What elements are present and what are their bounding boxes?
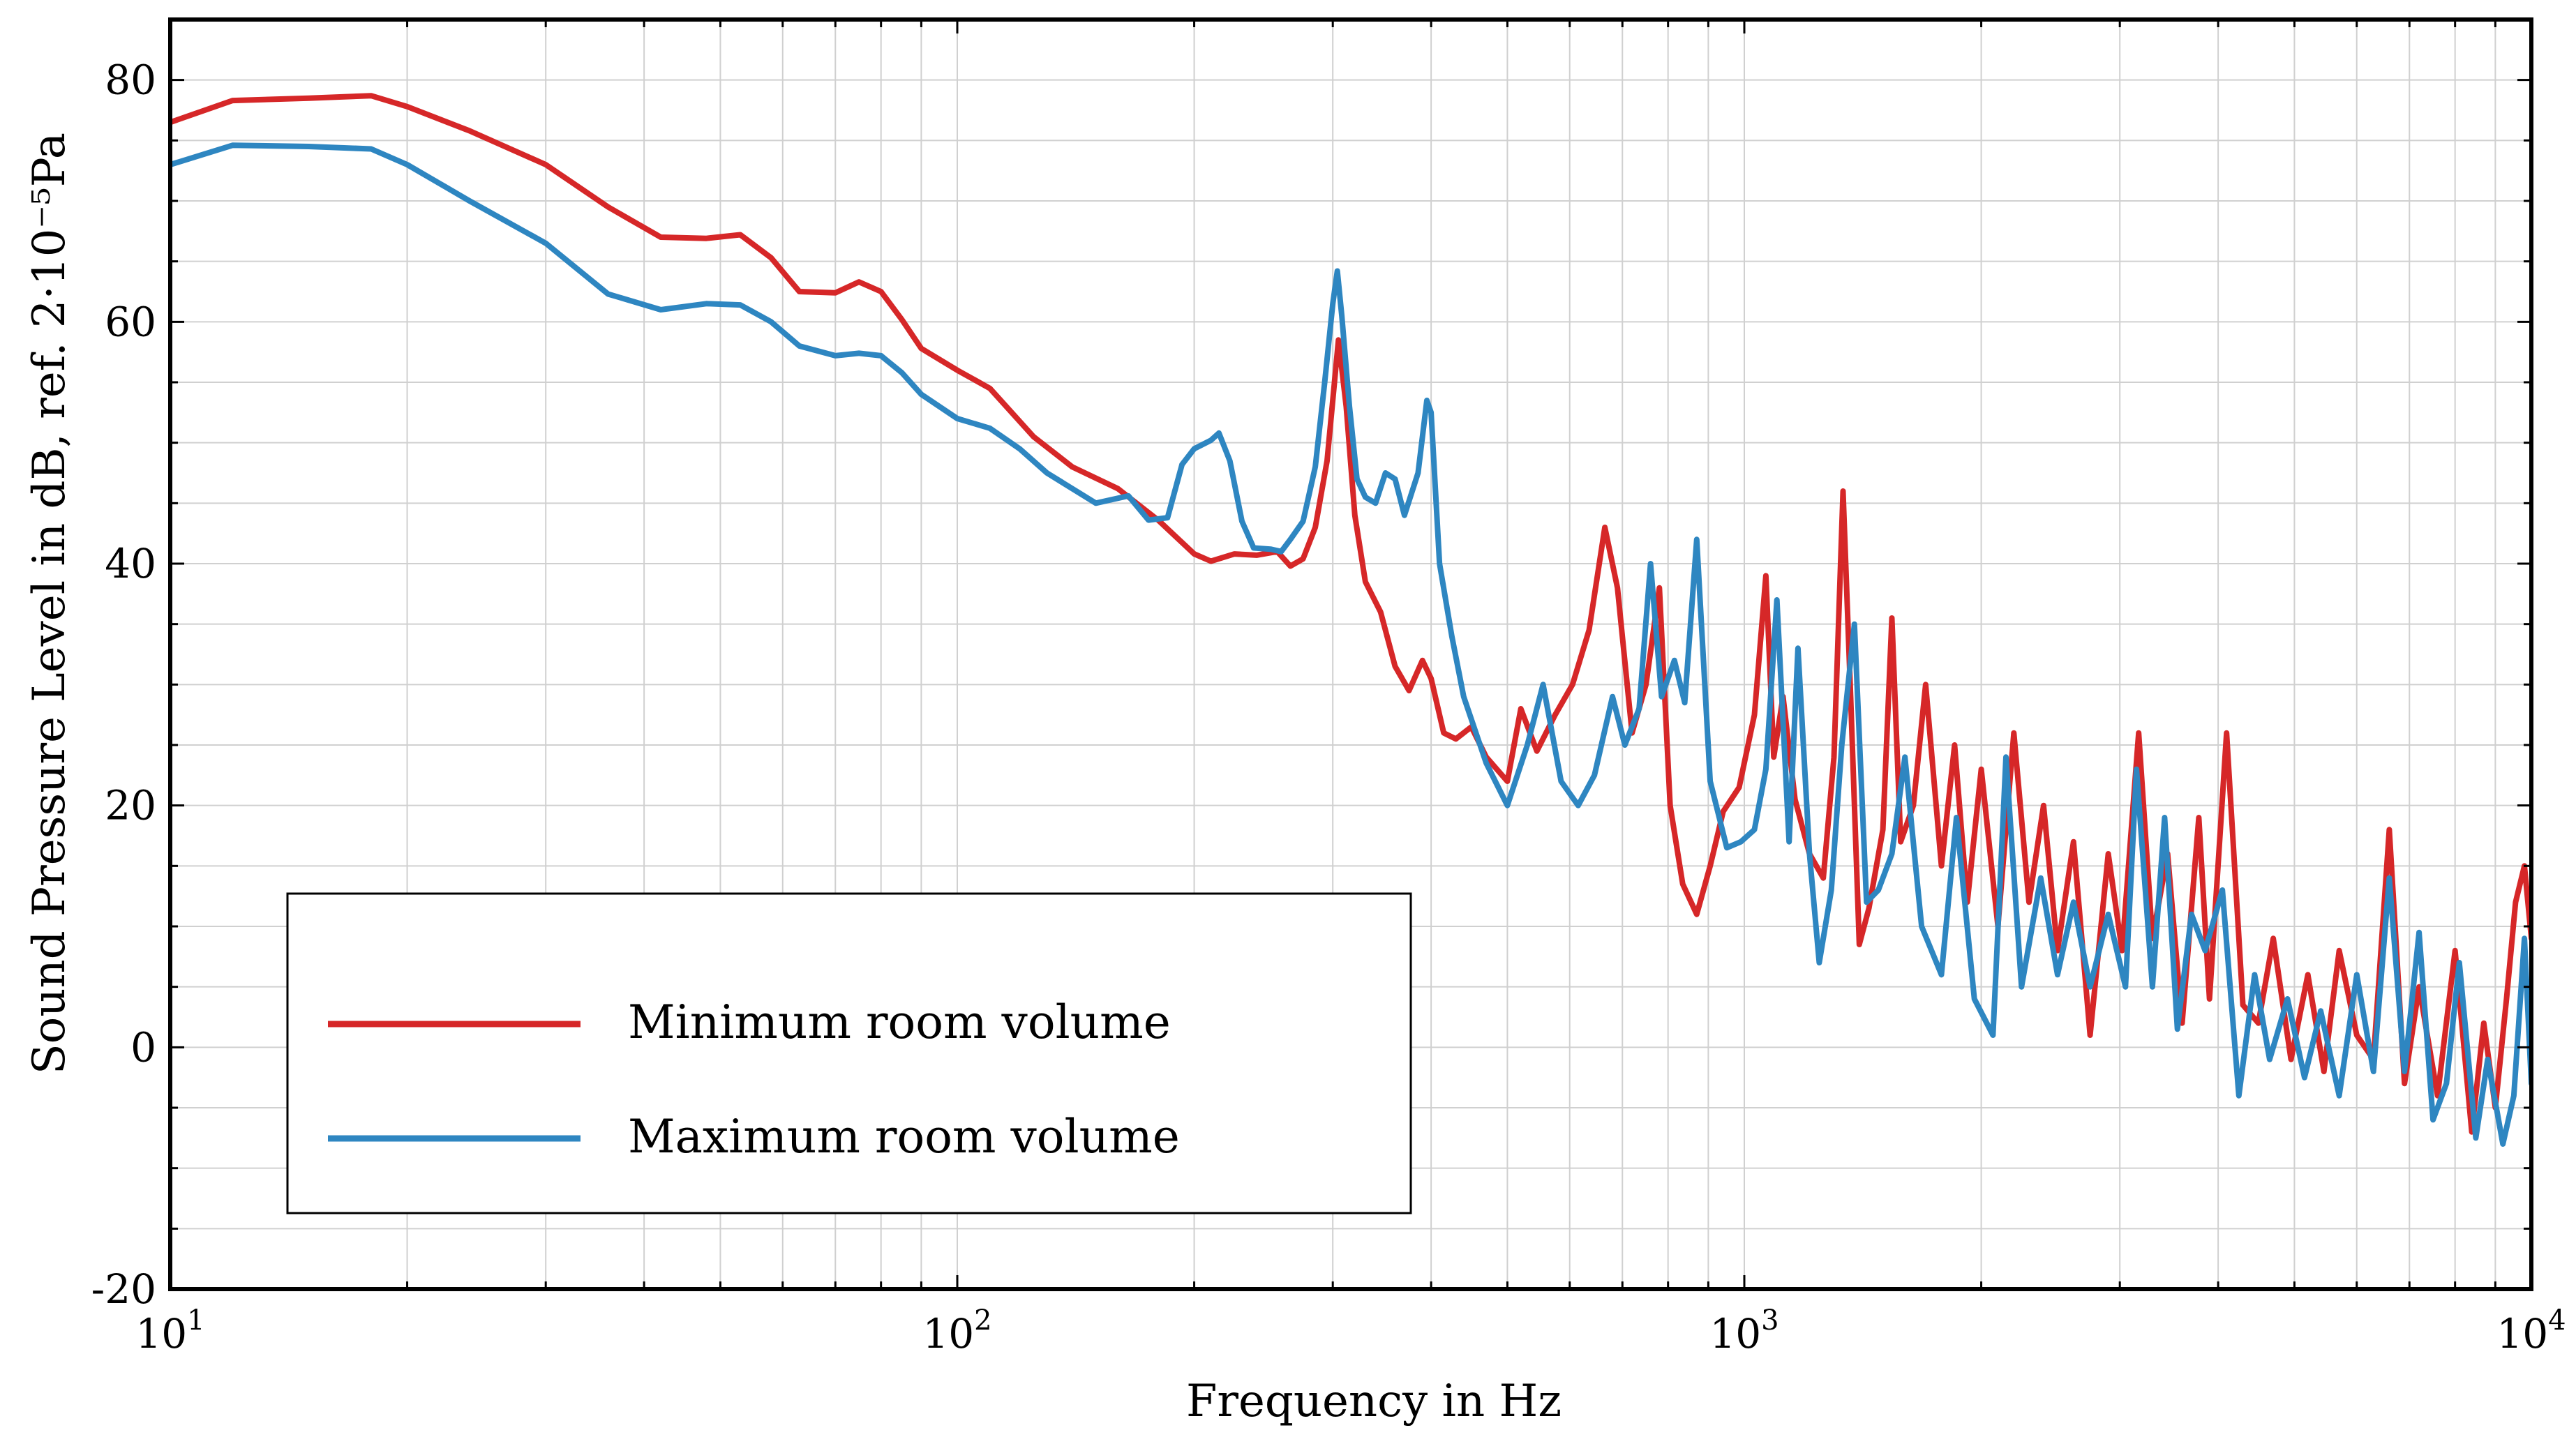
x-tick-label: 101 bbox=[135, 1304, 204, 1357]
y-tick-label: 60 bbox=[105, 298, 156, 345]
x-axis-label: Frequency in Hz bbox=[1186, 1376, 1562, 1427]
y-tick-label: 80 bbox=[105, 57, 156, 104]
y-tick-label: 40 bbox=[105, 540, 156, 587]
legend-label-max: Maximum room volume bbox=[628, 1110, 1180, 1164]
y-tick-labels: -20 0 20 40 60 80 bbox=[91, 57, 156, 1313]
series-layer bbox=[170, 93, 2531, 1147]
y-axis-label: Sound Pressure Level in dB, ref. 2·10⁻⁵P… bbox=[24, 133, 75, 1074]
legend-label-min: Minimum room volume bbox=[628, 995, 1171, 1049]
y-tick-label: 0 bbox=[130, 1023, 156, 1071]
x-tick-label: 104 bbox=[2496, 1304, 2566, 1357]
x-tick-labels: 101 102 103 104 bbox=[135, 1304, 2566, 1357]
y-tick-label: 20 bbox=[105, 782, 156, 829]
series-line-minimum-room-volume bbox=[170, 93, 2531, 1135]
grid-lines bbox=[170, 20, 2531, 1289]
plot-frame bbox=[168, 17, 2533, 1291]
series-line-maximum-room-volume bbox=[170, 142, 2531, 1147]
legend: Minimum room volume Maximum room volume bbox=[286, 892, 1412, 1214]
y-tick-label: -20 bbox=[91, 1265, 156, 1313]
x-tick-label: 103 bbox=[1709, 1304, 1779, 1357]
axis-ticks bbox=[170, 20, 2531, 1289]
legend-box bbox=[286, 892, 1412, 1214]
x-tick-label: 102 bbox=[922, 1304, 991, 1357]
